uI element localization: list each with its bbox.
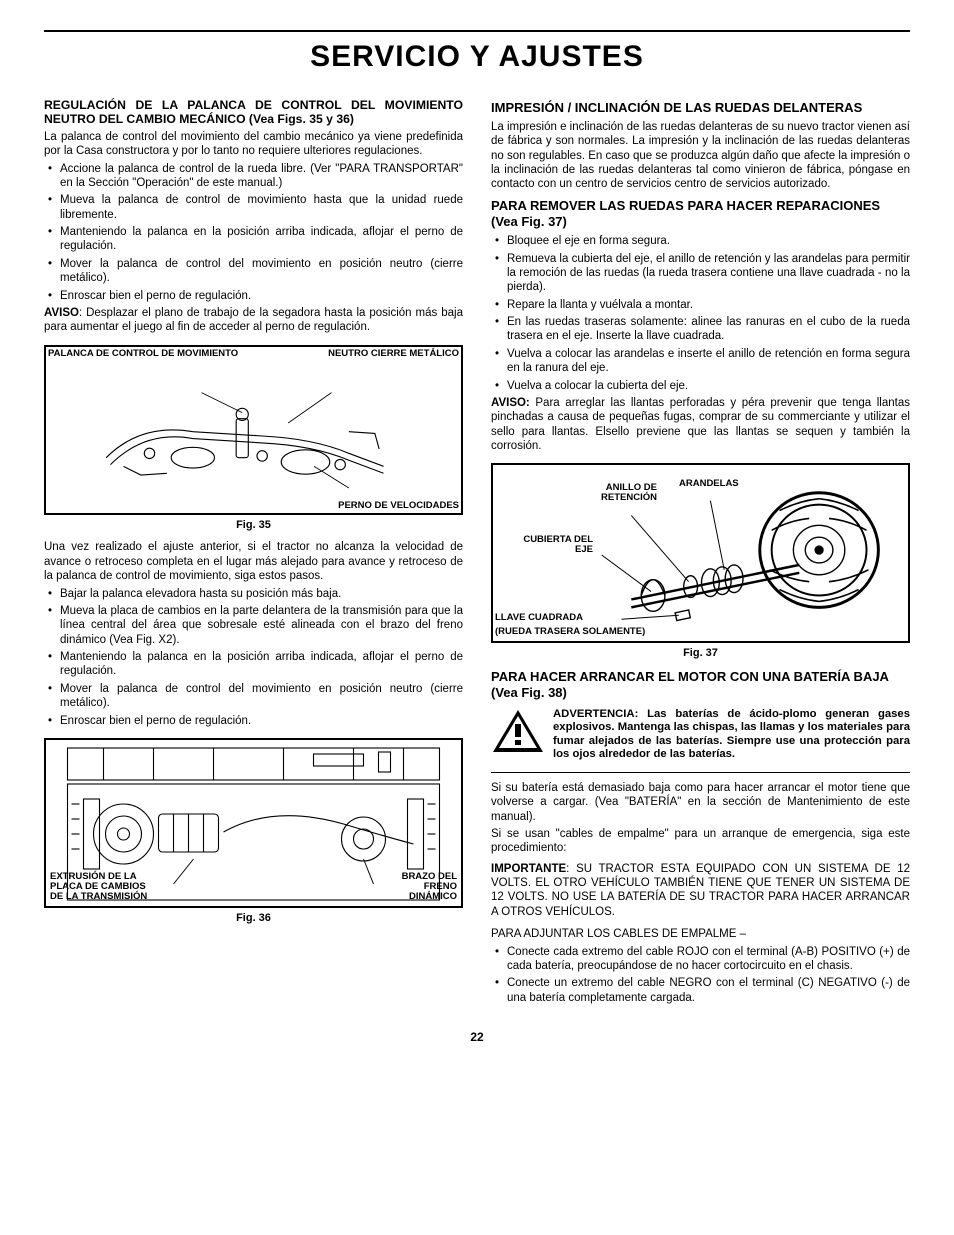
- right-heading-1: IMPRESIÓN / INCLINACIÓN DE LAS RUEDAS DE…: [491, 100, 910, 116]
- right-list-1: Bloquee el eje en forma segura. Remueva …: [491, 234, 910, 393]
- fig35-label-neutro: NEUTRO CIERRE METÁLICO: [328, 349, 459, 359]
- fig37-caption: Fig. 37: [491, 647, 910, 661]
- list-item: Bajar la palanca elevadora hasta su posi…: [44, 587, 463, 601]
- list-item: Manteniendo la palanca en la posición ar…: [44, 650, 463, 679]
- right-p5: PARA ADJUNTAR LOS CABLES DE EMPALME –: [491, 927, 910, 941]
- warning-icon: [491, 708, 545, 754]
- list-item: Mueva la placa de cambios en la parte de…: [44, 604, 463, 647]
- left-list-2: Bajar la palanca elevadora hasta su posi…: [44, 587, 463, 728]
- fig35-caption: Fig. 35: [44, 519, 463, 533]
- list-item: Remueva la cubierta del eje, el anillo d…: [491, 252, 910, 295]
- left-p2: Una vez realizado el ajuste anterior, si…: [44, 540, 463, 583]
- left-aviso: AVISO: Desplazar el plano de trabajo de …: [44, 306, 463, 335]
- figure-37: ANILLO DE RETENCIÓN ARANDELAS CUBIERTA D…: [491, 463, 910, 643]
- list-item: Mover la palanca de control del movimien…: [44, 682, 463, 711]
- right-p3: Si su batería está demasiado baja como p…: [491, 781, 910, 824]
- aviso-label: AVISO: [44, 307, 79, 319]
- aviso-text: Para arreglar las llantas perforadas y p…: [491, 397, 910, 452]
- top-rule: [44, 30, 910, 32]
- list-item: Conecte un extremo del cable NEGRO con e…: [491, 976, 910, 1005]
- right-heading-3: PARA HACER ARRANCAR EL MOTOR CON UNA BAT…: [491, 669, 910, 702]
- fig35-label-palanca: PALANCA DE CONTROL DE MOVIMIENTO: [48, 349, 238, 359]
- warning-block: ADVERTENCIA: Las baterías de ácido-plomo…: [491, 708, 910, 762]
- list-item: Repare la llanta y vuélvala a montar.: [491, 298, 910, 312]
- list-item: Vuelva a colocar las arandelas e inserte…: [491, 347, 910, 376]
- figure-35: PALANCA DE CONTROL DE MOVIMIENTO NEUTRO …: [44, 345, 463, 515]
- right-heading-2: PARA REMOVER LAS RUEDAS PARA HACER REPAR…: [491, 198, 910, 231]
- fig36-label-extrusion: EXTRUSIÓN DE LA PLACA DE CAMBIOS DE LA T…: [50, 872, 160, 902]
- list-item: Vuelva a colocar la cubierta del eje.: [491, 379, 910, 393]
- right-list-2: Conecte cada extremo del cable ROJO con …: [491, 945, 910, 1006]
- list-item: Mueva la palanca de control de movimient…: [44, 193, 463, 222]
- page-number: 22: [44, 1030, 910, 1045]
- fig37-label-llave: LLAVE CUADRADA: [495, 613, 583, 623]
- columns: REGULACIÓN DE LA PALANCA DE CONTROL DEL …: [44, 94, 910, 1009]
- fig37-label-arandelas: ARANDELAS: [679, 479, 739, 489]
- fig37-label-cubierta: CUBIERTA DEL EJE: [523, 535, 593, 555]
- list-item: Enroscar bien el perno de regulación.: [44, 289, 463, 303]
- page-title: SERVICIO Y AJUSTES: [44, 38, 910, 76]
- right-aviso: AVISO: Para arreglar las llantas perfora…: [491, 396, 910, 454]
- list-item: Conecte cada extremo del cable ROJO con …: [491, 945, 910, 974]
- left-heading-1: REGULACIÓN DE LA PALANCA DE CONTROL DEL …: [44, 98, 463, 127]
- list-item: Bloquee el eje en forma segura.: [491, 234, 910, 248]
- list-item: Enroscar bien el perno de regulación.: [44, 714, 463, 728]
- right-p4: Si se usan "cables de empalme" para un a…: [491, 827, 910, 856]
- importante-label: IMPORTANTE: [491, 863, 566, 875]
- aviso-label: AVISO:: [491, 397, 530, 409]
- figure-36: EXTRUSIÓN DE LA PLACA DE CAMBIOS DE LA T…: [44, 738, 463, 908]
- aviso-text: : Desplazar el plano de trabajo de la se…: [44, 307, 463, 333]
- fig36-caption: Fig. 36: [44, 912, 463, 926]
- divider: [491, 772, 910, 773]
- left-column: REGULACIÓN DE LA PALANCA DE CONTROL DEL …: [44, 94, 463, 1009]
- list-item: Mover la palanca de control del movimien…: [44, 257, 463, 286]
- list-item: Accione la palanca de control de la rued…: [44, 162, 463, 191]
- fig36-label-brazo: BRAZO DEL FRENO DINÁMICO: [377, 872, 457, 902]
- fig35-label-perno: PERNO DE VELOCIDADES: [338, 501, 459, 511]
- warning-text: ADVERTENCIA: Las baterías de ácido-plomo…: [553, 708, 910, 762]
- right-p1: La impresión e inclinación de las ruedas…: [491, 120, 910, 192]
- right-column: IMPRESIÓN / INCLINACIÓN DE LAS RUEDAS DE…: [491, 94, 910, 1009]
- fig37-label-anillo: ANILLO DE RETENCIÓN: [587, 483, 657, 503]
- left-intro: La palanca de control del movimiento del…: [44, 130, 463, 159]
- fig37-label-rueda: (RUEDA TRASERA SOLAMENTE): [495, 627, 645, 637]
- fig35-diagram: [52, 371, 455, 501]
- left-list-1: Accione la palanca de control de la rued…: [44, 162, 463, 303]
- list-item: Manteniendo la palanca en la posición ar…: [44, 225, 463, 254]
- list-item: En las ruedas traseras solamente: alinee…: [491, 315, 910, 344]
- right-important: IMPORTANTE: SU TRACTOR ESTA EQUIPADO CON…: [491, 862, 910, 920]
